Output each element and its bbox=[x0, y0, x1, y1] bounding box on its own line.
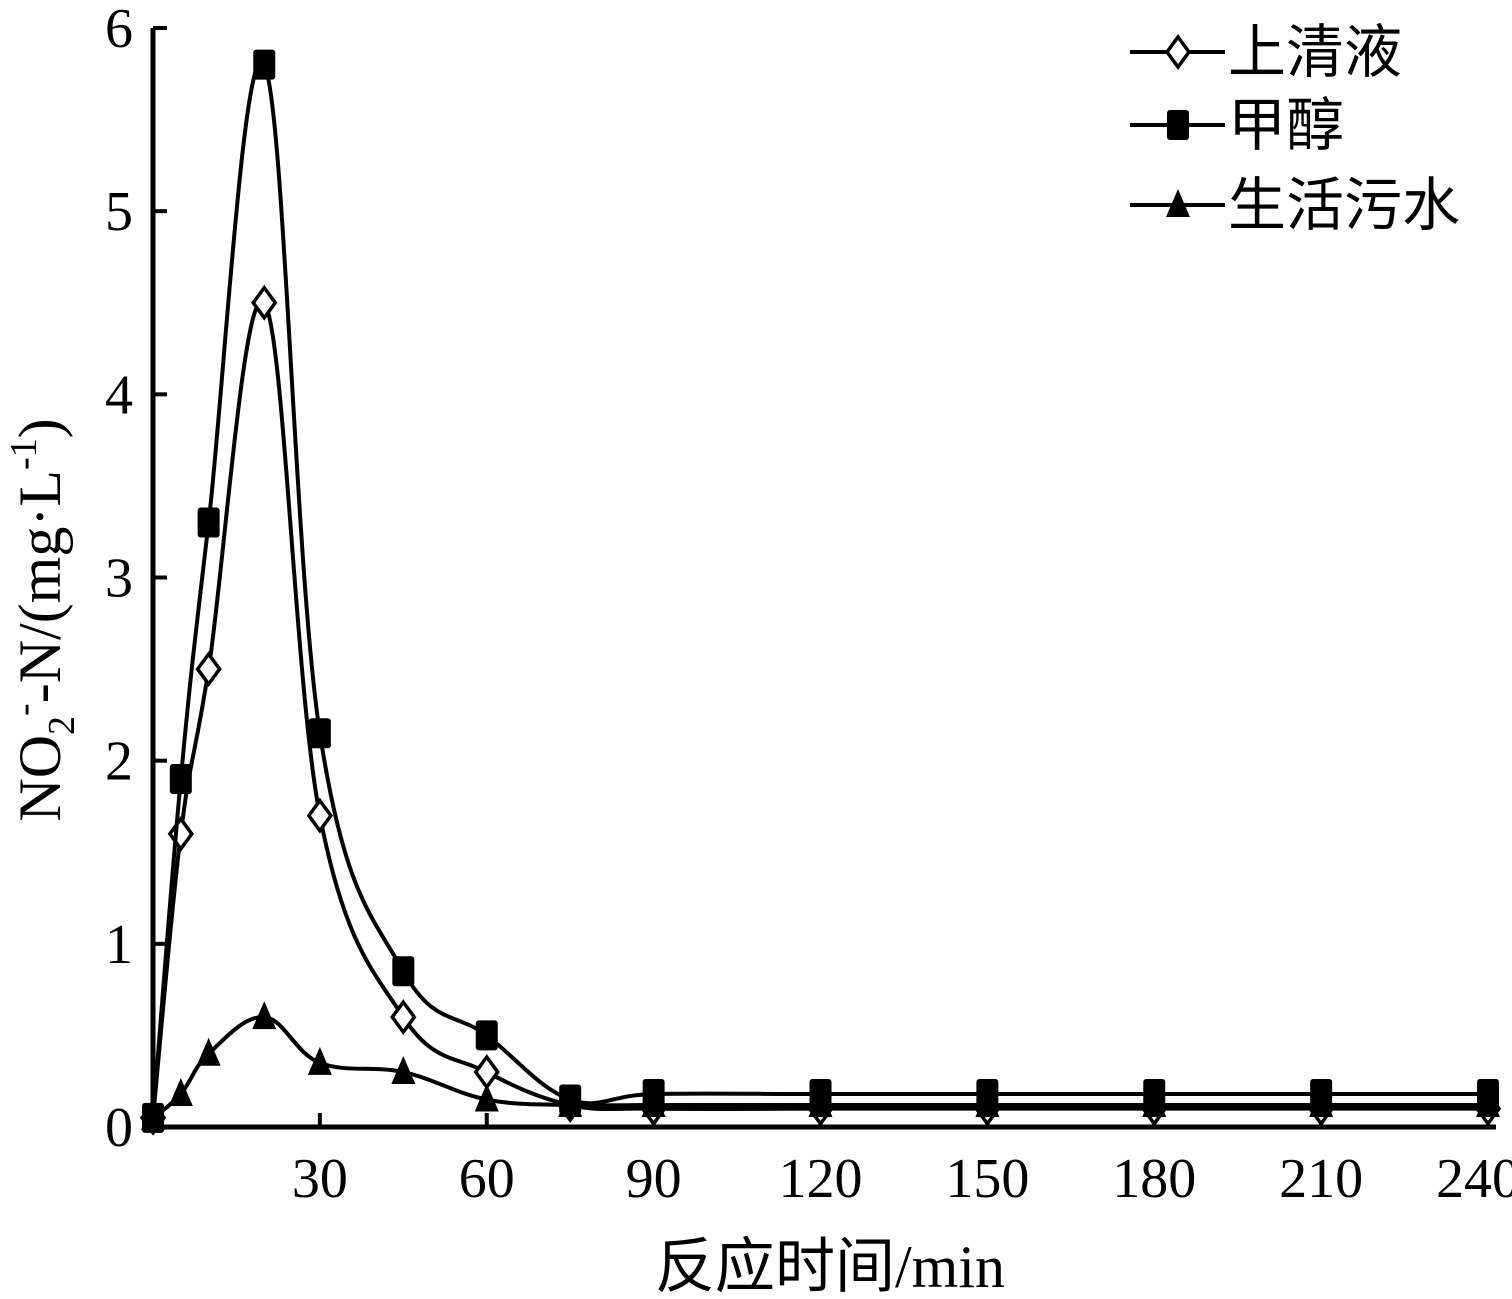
series-2 bbox=[142, 49, 1499, 1133]
x-tick-label: 90 bbox=[626, 1148, 682, 1210]
x-tick-label: 60 bbox=[459, 1148, 515, 1210]
legend-label: 上清液 bbox=[1228, 20, 1402, 85]
data-point bbox=[251, 284, 278, 321]
y-axis-title: NO2--N/(mg·L-1) bbox=[3, 418, 83, 821]
data-point bbox=[307, 1046, 332, 1075]
y-tick-label: 6 bbox=[105, 0, 133, 60]
y-tick-label: 5 bbox=[105, 181, 133, 243]
legend-item: 上清液 bbox=[1130, 20, 1402, 85]
y-tick-label: 2 bbox=[105, 731, 133, 793]
legend-label: 甲醇 bbox=[1228, 93, 1344, 158]
data-point bbox=[1309, 1089, 1334, 1118]
y-tick-label: 4 bbox=[105, 364, 133, 426]
legend-item: 生活污水 bbox=[1130, 173, 1460, 238]
data-point bbox=[169, 763, 192, 794]
data-point bbox=[474, 1083, 499, 1112]
x-tick-label: 150 bbox=[945, 1148, 1029, 1210]
data-point bbox=[197, 507, 220, 538]
legend-marker bbox=[1167, 110, 1189, 140]
data-point bbox=[308, 718, 331, 749]
data-point bbox=[808, 1089, 833, 1118]
x-tick-label: 210 bbox=[1279, 1148, 1363, 1210]
data-point bbox=[475, 1020, 498, 1051]
data-point bbox=[252, 1001, 277, 1030]
data-point bbox=[391, 1056, 416, 1085]
data-point bbox=[195, 651, 222, 688]
x-ticks: 30 60 90 120 150 180 210 240 bbox=[292, 1113, 1512, 1210]
data-point bbox=[253, 49, 276, 80]
x-tick-label: 240 bbox=[1436, 1148, 1512, 1210]
series-line bbox=[151, 299, 1488, 1119]
legend-label: 生活污水 bbox=[1228, 173, 1460, 238]
data-point bbox=[390, 999, 417, 1036]
data-point bbox=[168, 1078, 193, 1107]
y-axis-title-main: NO bbox=[7, 735, 73, 822]
data-point bbox=[558, 1089, 583, 1118]
y-ticks: 0 1 2 3 4 5 6 bbox=[105, 0, 167, 1159]
x-axis-title: 反应时间/min bbox=[655, 1234, 1005, 1299]
y-tick-label: 0 bbox=[105, 1097, 133, 1159]
y-axis-title-sup: - bbox=[3, 703, 45, 716]
legend-item: 甲醇 bbox=[1130, 93, 1344, 158]
data-point bbox=[473, 1054, 500, 1091]
legend-marker bbox=[1164, 34, 1192, 70]
y-axis-title-close: ) bbox=[7, 418, 73, 438]
x-tick-label: 30 bbox=[292, 1148, 348, 1210]
data-point bbox=[392, 956, 415, 987]
data-point bbox=[641, 1089, 666, 1118]
data-point bbox=[141, 1101, 165, 1130]
data-point bbox=[975, 1089, 1000, 1118]
data-point bbox=[1142, 1089, 1167, 1118]
y-axis-title-rest: -N/(mg·L bbox=[7, 470, 73, 703]
x-tick-label: 180 bbox=[1112, 1148, 1196, 1210]
data-point bbox=[306, 797, 334, 834]
y-axis-title-unit-sup: -1 bbox=[3, 438, 45, 470]
y-tick-label: 3 bbox=[105, 548, 133, 610]
series-3 bbox=[141, 1001, 1500, 1130]
series-1 bbox=[139, 284, 1502, 1136]
legend-marker bbox=[1166, 189, 1190, 217]
y-tick-label: 1 bbox=[105, 914, 133, 976]
series-layer bbox=[139, 49, 1502, 1136]
data-point bbox=[1476, 1089, 1500, 1118]
x-tick-label: 120 bbox=[779, 1148, 863, 1210]
y-axis-title-sub: 2 bbox=[41, 716, 83, 735]
series-line bbox=[151, 1015, 1488, 1120]
data-point bbox=[196, 1037, 221, 1066]
